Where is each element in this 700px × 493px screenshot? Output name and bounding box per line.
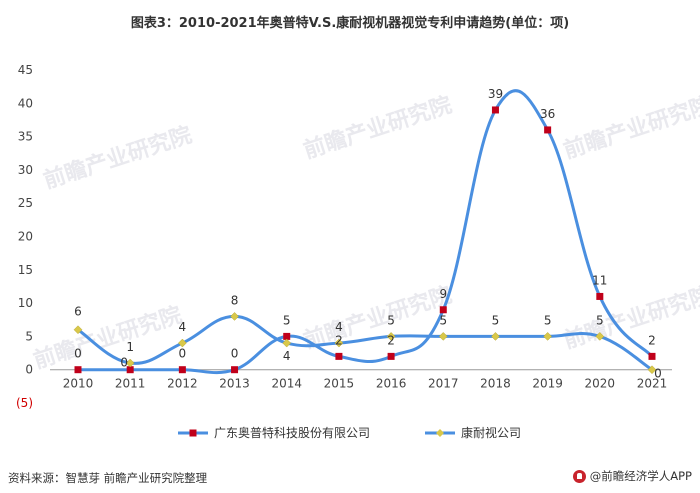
- data-label-kangnaishi: 5: [596, 313, 604, 327]
- x-tick-label: 2021: [637, 377, 668, 391]
- data-label-aoputei: 5: [283, 313, 291, 327]
- data-label-kangnaishi: 5: [544, 313, 552, 327]
- data-label-aoputei: 2: [335, 333, 343, 347]
- data-point-kangnaishi: [230, 312, 239, 321]
- legend-marker-kangnaishi: [436, 429, 444, 437]
- data-label-kangnaishi: 5: [387, 313, 395, 327]
- data-label-aoputei: 39: [488, 87, 503, 101]
- x-tick-label: 2016: [376, 377, 407, 391]
- data-point-aoputei: [335, 352, 343, 360]
- data-point-kangnaishi: [647, 365, 657, 375]
- source-note: 资料来源：智慧芽 前瞻产业研究院整理: [8, 471, 208, 485]
- legend-label-kangnaishi: 康耐视公司: [461, 425, 521, 440]
- y-tick-label: 5: [25, 329, 33, 343]
- data-label-kangnaishi: 4: [335, 320, 343, 334]
- x-tick-label: 2019: [532, 377, 563, 391]
- legend-label-aoputei: 广东奥普特科技股份有限公司: [214, 425, 370, 440]
- data-point-aoputei: [648, 352, 656, 360]
- y-tick-label: (5): [16, 396, 33, 410]
- data-label-kangnaishi: 4: [283, 349, 291, 363]
- data-point-kangnaishi: [595, 332, 605, 341]
- brand-text: @前瞻经济学人APP: [589, 469, 692, 483]
- data-label-aoputei: 0: [120, 356, 128, 370]
- y-tick-label: 45: [18, 63, 33, 77]
- legend-marker-aoputei: [189, 429, 197, 437]
- y-tick-label: 35: [18, 130, 33, 144]
- data-point-aoputei: [74, 366, 82, 374]
- data-label-kangnaishi: 6: [74, 305, 82, 319]
- data-point-aoputei: [387, 352, 395, 360]
- data-label-aoputei: 0: [231, 347, 239, 361]
- x-tick-label: 2014: [271, 377, 302, 391]
- x-tick-label: 2017: [428, 377, 459, 391]
- data-point-aoputei: [439, 306, 447, 314]
- x-tick-label: 2015: [324, 377, 355, 391]
- y-tick-label: 15: [18, 263, 33, 277]
- data-point-kangnaishi: [386, 332, 396, 341]
- x-tick-label: 2010: [63, 377, 94, 391]
- x-tick-label: 2013: [219, 377, 250, 391]
- y-tick-label: 0: [25, 363, 33, 377]
- data-label-aoputei: 0: [179, 347, 187, 361]
- data-point-aoputei: [596, 292, 604, 300]
- data-label-aoputei: 9: [439, 287, 447, 301]
- series-line-aoputei: [78, 89, 654, 375]
- chart-title: 图表3：2010-2021年奥普特V.S.康耐视机器视觉专利申请趋势(单位：项): [130, 16, 570, 31]
- data-point-kangnaishi: [438, 332, 448, 341]
- brand-credit: @前瞻经济学人APP: [572, 468, 692, 484]
- data-point-aoputei: [231, 366, 239, 374]
- data-label-aoputei: 2: [387, 333, 395, 347]
- data-point-aoputei: [283, 332, 291, 340]
- data-label-kangnaishi: 4: [179, 320, 187, 334]
- data-label-kangnaishi: 5: [492, 313, 500, 327]
- data-point-aoputei: [126, 366, 134, 374]
- data-label-aoputei: 36: [540, 107, 555, 121]
- y-tick-label: 20: [18, 230, 33, 244]
- data-point-kangnaishi: [125, 358, 135, 368]
- data-label-aoputei: 2: [648, 333, 656, 347]
- y-tick-label: 40: [18, 96, 33, 110]
- data-point-kangnaishi: [178, 338, 187, 348]
- data-point-aoputei: [491, 106, 499, 114]
- data-point-kangnaishi: [73, 325, 83, 335]
- brand-logo-icon: [572, 469, 586, 483]
- data-label-aoputei: 11: [592, 273, 607, 287]
- y-tick-label: 10: [18, 296, 33, 310]
- x-tick-label: 2020: [585, 377, 616, 391]
- data-point-kangnaishi: [491, 332, 500, 341]
- data-label-kangnaishi: 5: [439, 313, 447, 327]
- y-tick-label: 30: [18, 163, 33, 177]
- data-point-kangnaishi: [282, 338, 292, 348]
- data-label-aoputei: 0: [74, 347, 82, 361]
- data-point-kangnaishi: [543, 332, 552, 341]
- data-point-aoputei: [544, 126, 552, 134]
- y-tick-label: 25: [18, 196, 33, 210]
- x-tick-label: 2011: [115, 377, 146, 391]
- data-label-kangnaishi: 1: [126, 340, 134, 354]
- x-tick-label: 2012: [167, 377, 198, 391]
- x-tick-label: 2018: [480, 377, 511, 391]
- data-label-kangnaishi: 0: [654, 367, 662, 381]
- data-point-aoputei: [178, 366, 186, 374]
- data-point-kangnaishi: [334, 338, 344, 348]
- data-label-kangnaishi: 8: [231, 293, 239, 307]
